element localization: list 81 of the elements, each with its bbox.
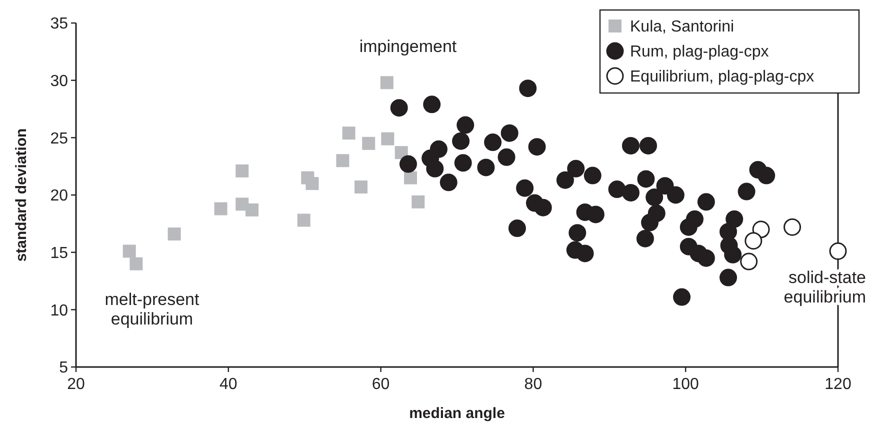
- point: [412, 195, 425, 208]
- x-tick-label: 40: [220, 376, 238, 393]
- legend-label: Rum, plag-plag-cpx: [630, 44, 769, 61]
- y-tick-label: 30: [50, 72, 68, 90]
- point: [380, 76, 394, 90]
- point: [456, 116, 474, 134]
- point: [744, 232, 762, 250]
- point: [297, 214, 310, 227]
- point: [519, 80, 537, 98]
- point: [498, 148, 516, 166]
- point: [608, 180, 626, 198]
- point: [656, 177, 674, 195]
- point: [636, 230, 654, 248]
- point: [673, 288, 691, 306]
- point: [640, 136, 658, 154]
- legend-label: Kula, Santorini: [630, 18, 734, 36]
- x-tick-label: 20: [67, 376, 85, 393]
- x-tick-label: 120: [824, 376, 852, 393]
- y-tick-label: 35: [50, 16, 68, 33]
- point: [720, 222, 738, 240]
- point: [381, 132, 394, 146]
- point: [738, 182, 756, 200]
- point: [168, 227, 181, 240]
- point: [784, 218, 802, 236]
- point: [622, 184, 640, 202]
- point: [584, 166, 602, 184]
- point: [214, 202, 228, 216]
- x-axis-title: median angle: [409, 405, 505, 422]
- point: [440, 174, 458, 192]
- point: [740, 252, 758, 270]
- point: [130, 257, 143, 270]
- point: [622, 136, 640, 154]
- point: [404, 171, 418, 184]
- point: [426, 160, 444, 178]
- point: [724, 246, 742, 264]
- point: [576, 244, 594, 262]
- point: [246, 203, 259, 216]
- point: [390, 99, 408, 117]
- legend-label: Equilibrium, plag-plag-cpx: [630, 68, 814, 86]
- point: [726, 210, 744, 228]
- point: [556, 171, 574, 189]
- point: [697, 193, 715, 211]
- point: [336, 154, 350, 168]
- point: [829, 242, 847, 260]
- point: [354, 180, 368, 194]
- point: [516, 179, 534, 197]
- x-tick-label: 80: [524, 376, 542, 393]
- point: [567, 160, 585, 178]
- point: [484, 134, 502, 152]
- point: [362, 136, 376, 150]
- point: [423, 96, 441, 114]
- point: [534, 198, 552, 216]
- point: [454, 154, 472, 172]
- point: [637, 170, 655, 188]
- point: [680, 218, 698, 236]
- point: [342, 126, 356, 140]
- y-tick-label: 15: [50, 244, 68, 262]
- point: [666, 186, 684, 204]
- point: [697, 249, 715, 267]
- point: [641, 214, 659, 232]
- annotation: impingement: [359, 37, 457, 56]
- point: [236, 164, 249, 178]
- annotation: melt-present equilibrium: [104, 290, 200, 329]
- y-tick-label: 5: [59, 360, 68, 377]
- y-tick-label: 10: [50, 302, 68, 320]
- point: [758, 166, 776, 184]
- point: [568, 224, 586, 242]
- y-tick-label: 20: [50, 188, 68, 205]
- point: [500, 124, 518, 142]
- y-tick-label: 25: [50, 130, 68, 148]
- point: [399, 155, 417, 173]
- point: [646, 188, 664, 206]
- y-axis-title: standard deviation: [13, 128, 30, 262]
- point: [720, 268, 738, 286]
- x-tick-label: 100: [672, 376, 700, 393]
- point: [477, 158, 495, 176]
- point: [508, 220, 526, 238]
- point: [528, 138, 546, 156]
- point: [122, 244, 136, 258]
- point: [452, 132, 470, 150]
- x-tick-label: 60: [372, 376, 390, 393]
